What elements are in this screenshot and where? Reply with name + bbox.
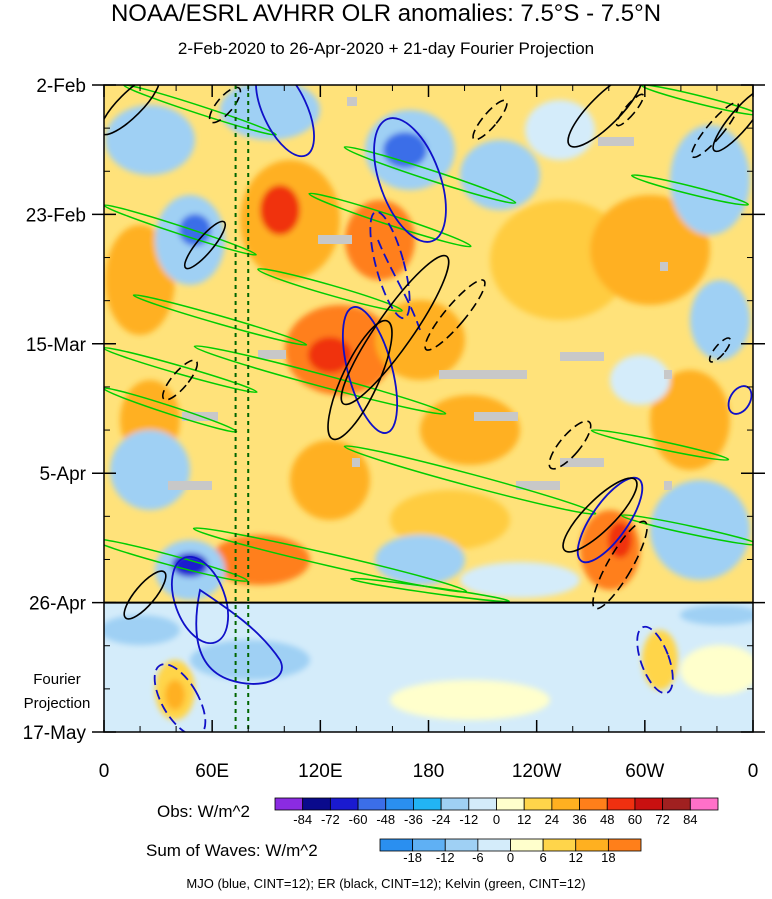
colorbar-label: 24 [545, 812, 559, 827]
colorbar-label: -60 [349, 812, 368, 827]
projection-blobs [104, 605, 753, 720]
colorbar-box [274, 797, 304, 811]
colorbar-box [607, 838, 642, 852]
er-contours [104, 85, 753, 620]
reference-lines [234, 85, 250, 732]
y-tick-label: 2-Feb [36, 76, 86, 97]
contours-legend: MJO (blue, CINT=12); ER (black, CINT=12)… [186, 876, 586, 891]
colorbar-box [606, 797, 636, 811]
colorbar-box [468, 797, 497, 811]
y-tick-label: 26-Apr [29, 594, 87, 615]
waves-colorbar: -18 -12 -6 0 6 12 18 [379, 838, 642, 865]
colorbar-label: 84 [683, 812, 697, 827]
colorbar-label: 12 [517, 812, 531, 827]
colorbar-label: 18 [601, 850, 615, 865]
x-tick-label: 180 [413, 761, 445, 782]
y-tick-label: 23-Feb [26, 205, 86, 226]
x-tick-label: 0 [99, 761, 110, 782]
colorbar-label: 48 [600, 812, 614, 827]
obs-anomaly-blobs [105, 85, 750, 600]
colorbar-box [496, 797, 525, 811]
colorbar-label: -72 [321, 812, 340, 827]
colorbar-box [329, 797, 359, 811]
x-tick-label: 60E [195, 761, 229, 782]
colorbar-label: 72 [655, 812, 669, 827]
projection-label-line1: Fourier [33, 671, 81, 688]
x-axis: 0 60E 120E 180 120W 60W 0 [99, 85, 759, 782]
colorbar-box [551, 797, 580, 811]
colorbar-label: 36 [572, 812, 586, 827]
y-axis: 2-Feb 23-Feb 15-Mar 5-Apr 26-Apr 17-May [23, 76, 765, 744]
olr-field [104, 85, 753, 732]
chart-subtitle: 2-Feb-2020 to 26-Apr-2020 + 21-day Fouri… [177, 39, 595, 58]
colorbar-box [302, 797, 331, 811]
colorbar-box [662, 797, 691, 811]
colorbar-label: -12 [459, 812, 478, 827]
colorbar-box [413, 797, 442, 811]
colorbar-label: -6 [472, 850, 484, 865]
y-tick-label: 15-Mar [26, 335, 87, 356]
colorbar-label: 12 [569, 850, 583, 865]
waves-colorbar-title: Sum of Waves: W/m^2 [146, 841, 318, 860]
x-tick-label: 120E [298, 761, 342, 782]
x-tick-label: 0 [748, 761, 759, 782]
obs-colorbar-title: Obs: W/m^2 [157, 802, 250, 821]
colorbar-box [634, 797, 664, 811]
colorbar-label: 0 [493, 812, 500, 827]
y-tick-label: 5-Apr [40, 464, 87, 485]
colorbar-label: 60 [628, 812, 642, 827]
colorbar-box [523, 797, 553, 811]
colorbar-label: 0 [507, 850, 514, 865]
colorbar-label: -36 [404, 812, 423, 827]
kelvin-contours [104, 85, 753, 603]
colorbar-label: -12 [436, 850, 455, 865]
colorbar-box [510, 838, 544, 852]
mjo-contours [153, 85, 753, 732]
x-tick-label: 60W [625, 761, 664, 782]
colorbar-box [357, 797, 387, 811]
colorbar-label: -48 [376, 812, 395, 827]
colorbar-box [579, 797, 608, 811]
colorbar-box [689, 797, 719, 811]
colorbar-label: 6 [540, 850, 547, 865]
colorbar-box [440, 797, 470, 811]
x-tick-label: 120W [512, 761, 562, 782]
colorbar-label: -18 [403, 850, 422, 865]
y-tick-label: 17-May [23, 723, 87, 744]
colorbar-label: -84 [293, 812, 312, 827]
colorbar-label: -24 [432, 812, 451, 827]
projection-label-line2: Projection [24, 695, 91, 712]
obs-colorbar: -84 -72 -60 -48 -36 -24 -12 0 12 24 36 48 60 72 84 [274, 797, 719, 827]
colorbar-box [385, 797, 414, 811]
chart-title: NOAA/ESRL AVHRR OLR anomalies: 7.5°S - 7… [110, 0, 662, 27]
